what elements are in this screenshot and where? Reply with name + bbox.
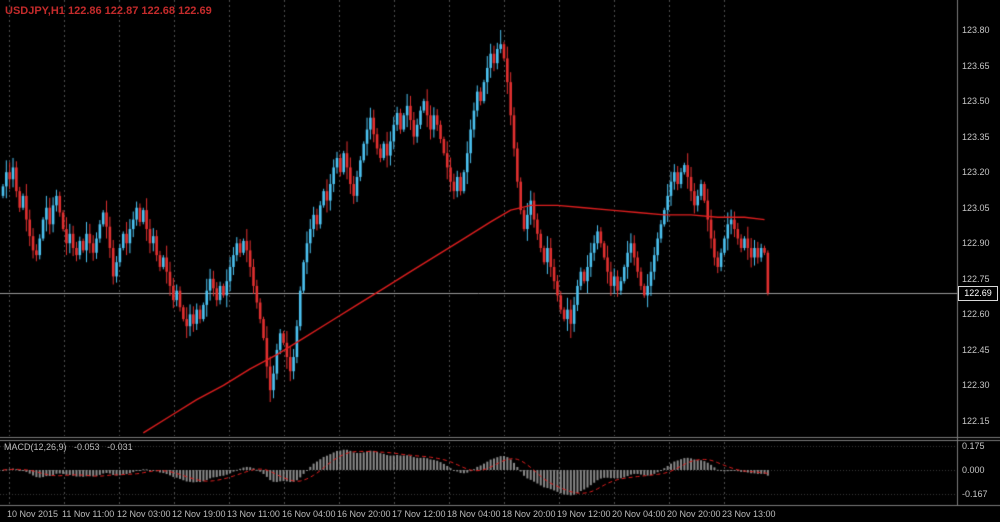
macd-indicator-label: MACD(12,26,9) -0.053 -0.031: [4, 442, 138, 452]
chart-header-readout: USDJPY,H1 122.86 122.87 122.68 122.69: [5, 5, 212, 17]
macd-main-value: -0.053: [74, 442, 100, 452]
macd-signal-value: -0.031: [107, 442, 133, 452]
macd-name: MACD(12,26,9): [4, 442, 67, 452]
current-price-badge: 122.69: [958, 286, 998, 301]
